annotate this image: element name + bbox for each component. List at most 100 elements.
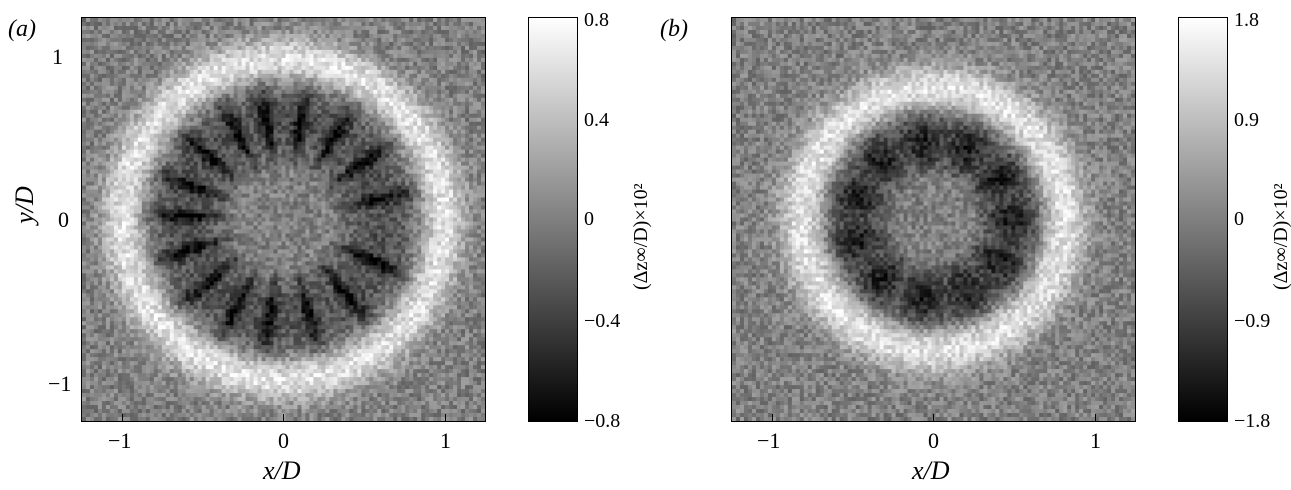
- heatmap-cell: [341, 153, 346, 158]
- heatmap-cell: [229, 93, 234, 99]
- heatmap-cell: [169, 189, 175, 194]
- heatmap-cell: [281, 97, 286, 103]
- heatmap-cell: [449, 153, 454, 158]
- heatmap-cell: [429, 18, 434, 23]
- heatmap-cell: [365, 65, 370, 71]
- heatmap-cell: [125, 57, 131, 63]
- heatmap-cell: [297, 165, 302, 170]
- heatmap-cell: [397, 165, 402, 170]
- heatmap-cell: [313, 69, 318, 75]
- heatmap-cell: [121, 113, 127, 119]
- heatmap-cell: [421, 137, 426, 142]
- heatmap-cell: [193, 89, 199, 95]
- heatmap-cell: [217, 49, 222, 55]
- heatmap-cell: [433, 137, 438, 142]
- heatmap-cell: [177, 85, 183, 91]
- heatmap-cell: [341, 165, 346, 170]
- heatmap-cell: [185, 189, 191, 194]
- heatmap-cell: [225, 153, 230, 158]
- heatmap-cell: [133, 109, 139, 115]
- heatmap-cell: [353, 85, 358, 91]
- heatmap-cell: [109, 81, 115, 87]
- heatmap-cell: [417, 77, 422, 83]
- heatmap-cell: [245, 61, 250, 67]
- heatmap-cell: [249, 29, 254, 35]
- heatmap-cell: [97, 65, 103, 71]
- heatmap-cell: [229, 173, 234, 178]
- heatmap-cell: [185, 37, 191, 43]
- heatmap-cell: [185, 73, 191, 79]
- heatmap-cell: [409, 153, 414, 158]
- heatmap-cell: [129, 189, 135, 194]
- heatmap-cell: [445, 145, 450, 150]
- heatmap-cell: [333, 129, 338, 135]
- heatmap-cell: [101, 177, 107, 182]
- heatmap-cell: [349, 173, 354, 178]
- heatmap-cell: [393, 18, 398, 23]
- heatmap-cell: [161, 173, 167, 178]
- heatmap-cell: [325, 37, 330, 43]
- heatmap-cell: [189, 129, 195, 135]
- heatmap-cell: [269, 145, 274, 150]
- heatmap-cell: [305, 169, 310, 174]
- heatmap-cell: [249, 197, 254, 202]
- heatmap-cell: [305, 25, 310, 31]
- heatmap-cell: [233, 173, 238, 178]
- heatmap-cell: [113, 97, 119, 103]
- heatmap-cell: [233, 153, 238, 158]
- heatmap-cell: [253, 189, 258, 194]
- heatmap-cell: [393, 29, 398, 35]
- heatmap-cell: [417, 69, 422, 75]
- heatmap-cell: [137, 213, 143, 218]
- heatmap-cell: [133, 133, 139, 138]
- heatmap-cell: [161, 209, 167, 214]
- heatmap-cell: [113, 149, 119, 154]
- heatmap-cell: [273, 137, 278, 142]
- heatmap-cell: [425, 25, 430, 31]
- heatmap-cell: [153, 61, 159, 67]
- heatmap-cell: [297, 169, 302, 174]
- heatmap-cell: [257, 113, 262, 119]
- heatmap-cell: [437, 57, 442, 63]
- heatmap-cell: [169, 125, 175, 131]
- heatmap-cell: [301, 101, 306, 107]
- heatmap-cell: [229, 193, 234, 198]
- heatmap-cell: [85, 69, 91, 75]
- heatmap-cell: [237, 61, 242, 67]
- heatmap-cell: [473, 145, 478, 150]
- heatmap-cell: [445, 197, 450, 202]
- heatmap-cell: [121, 117, 127, 123]
- heatmap-cell: [197, 185, 202, 190]
- heatmap-cell: [217, 77, 222, 83]
- heatmap-cell: [125, 117, 131, 123]
- heatmap-cell: [177, 49, 183, 55]
- heatmap-cell: [309, 113, 314, 119]
- heatmap-cell: [333, 169, 338, 174]
- heatmap-cell: [433, 157, 438, 162]
- heatmap-cell: [329, 197, 334, 202]
- heatmap-cell: [113, 73, 119, 79]
- heatmap-cell: [181, 173, 187, 178]
- heatmap-cell: [209, 193, 214, 198]
- heatmap-cell: [465, 193, 470, 198]
- heatmap-cell: [137, 73, 143, 79]
- heatmap-cell: [185, 53, 191, 59]
- heatmap-cell: [437, 45, 442, 51]
- heatmap-cell: [445, 18, 450, 23]
- heatmap-cell: [233, 137, 238, 142]
- heatmap-cell: [281, 85, 286, 91]
- heatmap-cell: [141, 65, 147, 71]
- heatmap-cell: [337, 197, 342, 202]
- heatmap-cell: [85, 153, 91, 158]
- heatmap-cell: [269, 77, 274, 83]
- heatmap-cell: [141, 165, 147, 170]
- heatmap-cell: [285, 153, 290, 158]
- heatmap-cell: [109, 97, 115, 103]
- heatmap-cell: [137, 57, 143, 63]
- heatmap-cell: [385, 49, 390, 55]
- heatmap-cell: [229, 121, 234, 127]
- heatmap-cell: [133, 153, 139, 158]
- panel-a-heatmap-image: [82, 18, 485, 421]
- heatmap-cell: [325, 153, 330, 158]
- heatmap-cell: [365, 169, 370, 174]
